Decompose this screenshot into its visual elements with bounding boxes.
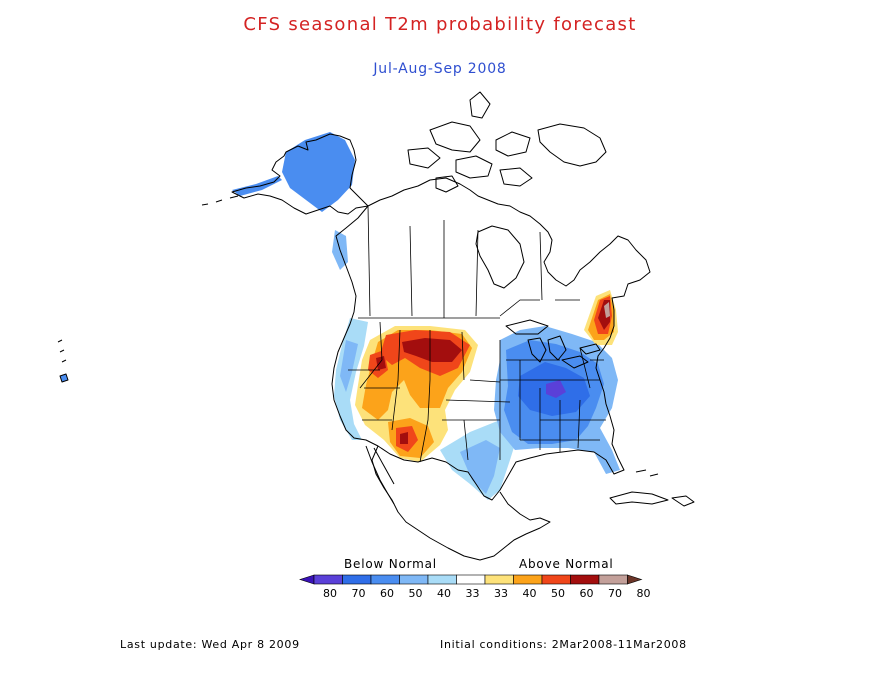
colorbar-arrow-left xyxy=(299,574,315,585)
north-america-coast xyxy=(331,177,651,501)
below-normal-label: Below Normal xyxy=(344,557,437,571)
colorbar-tick-label: 33 xyxy=(466,587,480,600)
colorbar-tick-label: 80 xyxy=(323,587,337,600)
great-lakes xyxy=(505,319,601,369)
colorbar-swatch xyxy=(484,574,514,585)
geographic-outlines xyxy=(57,91,695,561)
above-normal-label: Above Normal xyxy=(519,557,614,571)
colorbar-swatch xyxy=(456,574,486,585)
hawaiian-islands xyxy=(57,339,69,383)
colorbar-arrow-right xyxy=(627,574,643,585)
hudson-bay xyxy=(475,225,525,289)
colorbar-swatch xyxy=(313,574,343,585)
west-coast-below-normal-40 xyxy=(340,340,358,392)
forecast-period: Jul-Aug-Sep 2008 xyxy=(373,61,507,77)
colorbar-swatch xyxy=(427,574,457,585)
east-below-normal-70 xyxy=(546,380,566,398)
initial-conditions-text: Initial conditions: 2Mar2008-11Mar2008 xyxy=(440,638,687,651)
probability-shading xyxy=(60,132,620,500)
colorbar-swatch xyxy=(570,574,600,585)
maine-above-normal-80 xyxy=(604,302,610,318)
colorbar-tick-label: 33 xyxy=(494,587,508,600)
colorbar-swatch xyxy=(370,574,400,585)
colorbar-tick-label: 50 xyxy=(409,587,423,600)
hawaii-shading xyxy=(60,374,68,382)
colorbar-swatch xyxy=(598,574,628,585)
greenland-outline xyxy=(537,123,607,167)
last-update-text: Last update: Wed Apr 8 2009 xyxy=(120,638,300,651)
colorbar-swatch xyxy=(342,574,372,585)
colorbar-tick-label: 50 xyxy=(551,587,565,600)
colorbar-tick-label: 60 xyxy=(380,587,394,600)
arizona-above-normal-70 xyxy=(400,432,408,444)
alaska-below-normal-region xyxy=(282,132,355,212)
colorbar-tick-label: 70 xyxy=(608,587,622,600)
aleutian-islands xyxy=(201,195,239,206)
idaho-above-normal-70 xyxy=(376,356,386,370)
south-below-normal-40 xyxy=(460,440,500,494)
west-coast-below-normal xyxy=(334,318,368,440)
us-state-lines xyxy=(348,317,606,463)
colorbar-tick-label: 70 xyxy=(352,587,366,600)
colorbar-tick-label: 40 xyxy=(437,587,451,600)
alaska-outline xyxy=(231,133,369,215)
map-title: CFS seasonal T2m probability forecast xyxy=(243,14,637,35)
colorbar-swatch xyxy=(399,574,429,585)
colorbar-swatch xyxy=(541,574,571,585)
probability-color-bar: 80 70 60 50 40 33 33 40 50 60 70 80 xyxy=(299,574,651,600)
arctic-islands xyxy=(407,91,533,193)
northern-plains-above-normal-70 xyxy=(402,338,462,362)
colorbar-tick-label: 60 xyxy=(580,587,594,600)
colorbar-swatch xyxy=(513,574,543,585)
caribbean-islands xyxy=(609,469,695,507)
colorbar-tick-label: 80 xyxy=(637,587,651,600)
baja-california xyxy=(365,445,395,505)
colorbar-tick-label: 40 xyxy=(523,587,537,600)
canada-province-lines xyxy=(367,205,580,318)
